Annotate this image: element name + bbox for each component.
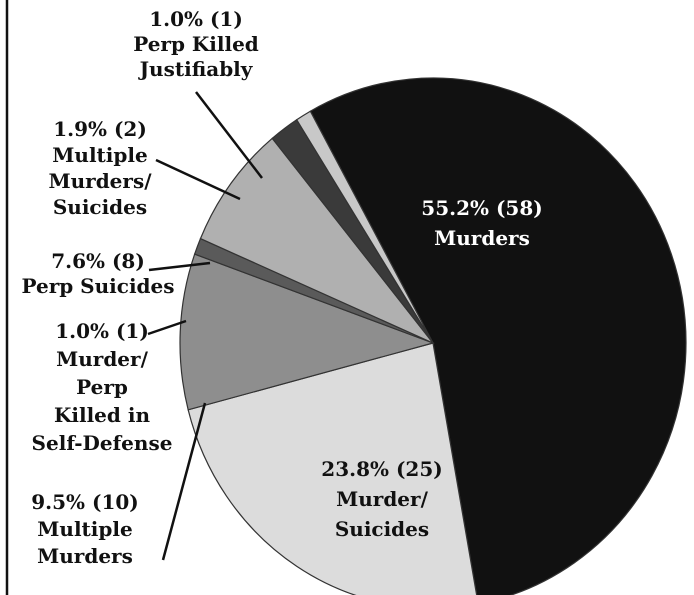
slice-label-1: 23.8% (25) Murder/Suicides [321, 457, 442, 541]
slice-label-5: 1.9% (2) Multiple Murders/Suicides [48, 117, 152, 219]
slice-label-4: 7.6% (8) Perp Suicides [21, 249, 174, 298]
slice-label-2: 9.5% (10) Multiple Murders [31, 490, 139, 568]
slice-category-label: Perp Killed [133, 32, 259, 56]
slice-category-label: Multiple [52, 143, 147, 167]
pie-slice-6 [295, 110, 434, 344]
slice-category-label: Murder/ [56, 347, 148, 371]
leader-line-4 [148, 261, 211, 272]
leader-line-3 [147, 319, 187, 336]
leader-lines [147, 91, 263, 561]
pie-slice-0 [309, 77, 687, 595]
pie-slice-2 [179, 253, 435, 411]
slice-category-label: Suicides [335, 517, 429, 541]
slice-value-label: 1.9% (2) [53, 117, 147, 141]
slice-value-label: 7.6% (8) [51, 249, 145, 273]
slice-category-label: Perp Suicides [21, 274, 174, 298]
slice-category-label: Justifiably [138, 57, 254, 81]
pie-slice-4 [199, 137, 434, 344]
slice-category-label: Murders [37, 544, 133, 568]
slice-value-label: 9.5% (10) [31, 490, 139, 514]
slice-label-6: 1.0% (1) Perp Killed Justifiably [133, 7, 259, 81]
leader-line-5 [155, 158, 241, 201]
slice-label-0: 55.2% (58) Murders [421, 196, 542, 250]
slice-value-label: 1.0% (1) [55, 319, 149, 343]
slice-value-label: 23.8% (25) [321, 457, 442, 481]
slice-category-label: Murders/ [48, 169, 152, 193]
slice-value-label: 1.0% (1) [149, 7, 243, 31]
slice-category-label: Suicides [53, 195, 147, 219]
pie-slice-1 [187, 342, 478, 595]
slice-category-label: Self-Defense [32, 431, 173, 455]
slice-category-label: Murder/ [336, 487, 428, 511]
leader-line-6 [195, 91, 263, 179]
slice-labels: 55.2% (58) Murders 23.8% (25) Murder/Suicid… [21, 7, 542, 568]
leader-line-2 [161, 402, 207, 561]
pie-slices [179, 77, 687, 595]
slice-label-3: 1.0% (1) Murder/Perp Killed in Self-Defense [32, 319, 173, 455]
slice-category-label: Perp [76, 375, 128, 399]
slice-category-label: Killed in [54, 403, 150, 427]
slice-category-label: Multiple [37, 517, 132, 541]
slice-value-label: 55.2% (58) [421, 196, 542, 220]
slice-category-label: Murders [434, 226, 530, 250]
